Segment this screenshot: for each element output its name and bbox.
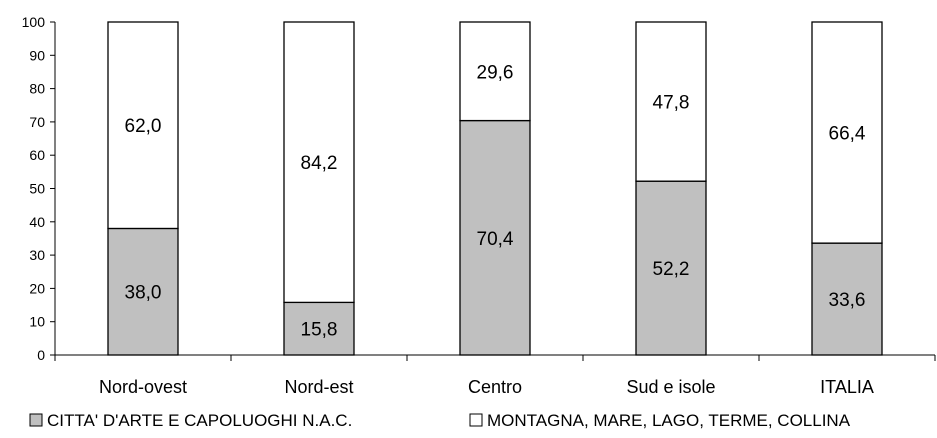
category-label: Nord-est — [284, 377, 353, 397]
y-tick-label: 30 — [29, 247, 45, 263]
y-tick-label: 0 — [37, 347, 45, 363]
data-label: 62,0 — [125, 116, 162, 137]
axes: 0 10 20 30 40 50 60 70 80 90 100 — [22, 14, 936, 363]
y-tick-label: 100 — [22, 14, 46, 30]
y-tick-label: 20 — [29, 280, 45, 296]
data-label: 84,2 — [301, 153, 338, 174]
bar-segment — [283, 21, 355, 304]
bars: 38,0 62,0 15,8 84,2 70,4 29,6 52,2 47,8 33,6 66,4 — [107, 21, 883, 356]
data-label: 33,6 — [829, 290, 866, 311]
category-label: Sud e isole — [626, 377, 715, 397]
legend-label: CITTA' D'ARTE E CAPOLUOGHI N.A.C. — [47, 411, 352, 430]
bar-segment — [107, 21, 179, 230]
y-tick-label: 70 — [29, 114, 45, 130]
category-label: Nord-ovest — [99, 377, 187, 397]
y-tick-label: 90 — [29, 47, 45, 63]
data-label: 66,4 — [829, 124, 866, 145]
bar-segment — [811, 21, 883, 244]
legend-label: MONTAGNA, MARE, LAGO, TERME, COLLINA — [487, 411, 851, 430]
data-label: 70,4 — [477, 229, 514, 250]
legend: CITTA' D'ARTE E CAPOLUOGHI N.A.C. MONTAGN… — [29, 411, 851, 430]
bar-segment — [107, 227, 179, 356]
bar-segment — [283, 301, 355, 356]
y-tick-label: 40 — [29, 214, 45, 230]
y-tick-label: 10 — [29, 314, 45, 330]
category-labels: Nord-ovest Nord-est Centro Sud e isole ITALI… — [99, 377, 874, 397]
legend-swatch — [29, 413, 43, 427]
data-label: 29,6 — [477, 62, 514, 83]
data-label: 38,0 — [125, 283, 162, 304]
bar-segment — [459, 21, 531, 122]
category-label: Centro — [468, 377, 522, 397]
legend-swatch — [469, 413, 483, 427]
y-tick-label: 60 — [29, 147, 45, 163]
bar-segment — [459, 119, 531, 356]
data-label: 52,2 — [653, 259, 690, 280]
bar-segment — [635, 180, 707, 356]
y-tick-label: 80 — [29, 81, 45, 97]
data-label: 47,8 — [653, 93, 690, 114]
category-label: ITALIA — [820, 377, 874, 397]
bar-segment — [635, 21, 707, 182]
y-tick-label: 50 — [29, 181, 45, 197]
data-label: 15,8 — [301, 320, 338, 341]
